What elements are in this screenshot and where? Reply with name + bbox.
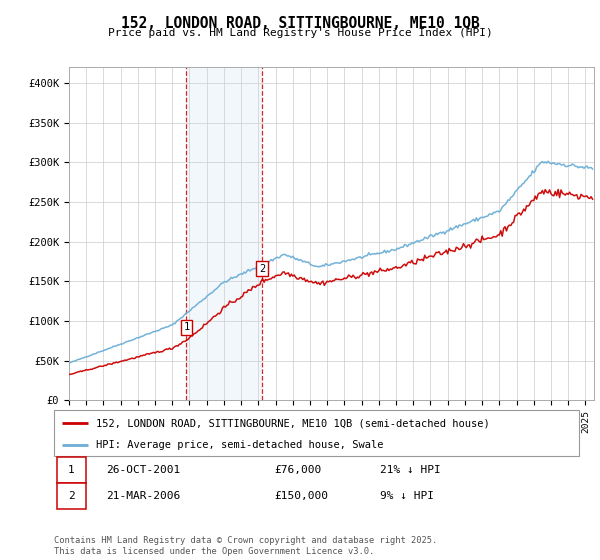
Text: 1: 1: [183, 323, 190, 333]
Text: Contains HM Land Registry data © Crown copyright and database right 2025.
This d: Contains HM Land Registry data © Crown c…: [54, 536, 437, 556]
FancyBboxPatch shape: [56, 457, 86, 483]
Text: 9% ↓ HPI: 9% ↓ HPI: [380, 491, 433, 501]
Text: Price paid vs. HM Land Registry's House Price Index (HPI): Price paid vs. HM Land Registry's House …: [107, 28, 493, 38]
Text: 21% ↓ HPI: 21% ↓ HPI: [380, 465, 440, 475]
Bar: [187, 67, 262, 400]
Text: 152, LONDON ROAD, SITTINGBOURNE, ME10 1QB: 152, LONDON ROAD, SITTINGBOURNE, ME10 1Q…: [121, 16, 479, 31]
Text: £150,000: £150,000: [275, 491, 329, 501]
Text: 2: 2: [259, 264, 265, 274]
Text: £76,000: £76,000: [275, 465, 322, 475]
FancyBboxPatch shape: [54, 410, 579, 456]
Text: 152, LONDON ROAD, SITTINGBOURNE, ME10 1QB (semi-detached house): 152, LONDON ROAD, SITTINGBOURNE, ME10 1Q…: [96, 418, 490, 428]
Text: 21-MAR-2006: 21-MAR-2006: [107, 491, 181, 501]
Text: 26-OCT-2001: 26-OCT-2001: [107, 465, 181, 475]
Text: 1: 1: [68, 465, 74, 475]
Text: HPI: Average price, semi-detached house, Swale: HPI: Average price, semi-detached house,…: [96, 440, 383, 450]
FancyBboxPatch shape: [56, 483, 86, 510]
Text: 2: 2: [68, 491, 74, 501]
